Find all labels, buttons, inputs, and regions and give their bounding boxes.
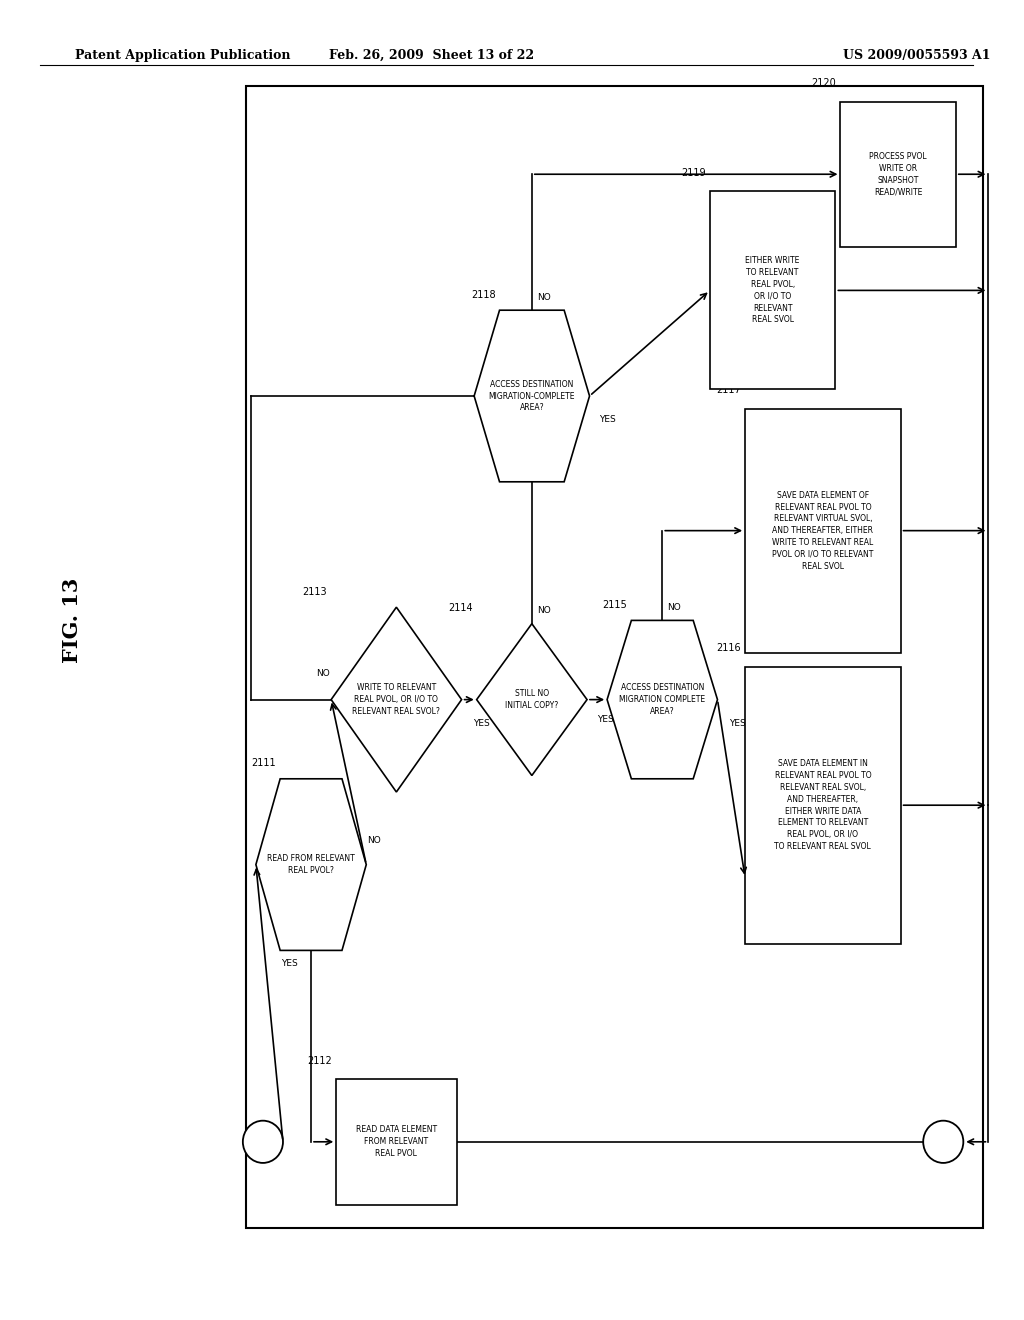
Text: 2118: 2118 [471, 289, 496, 300]
Text: 2119: 2119 [681, 168, 706, 178]
Text: NO: NO [537, 606, 551, 615]
Ellipse shape [243, 1121, 283, 1163]
Text: WRITE TO RELEVANT
REAL PVOL, OR I/O TO
RELEVANT REAL SVOL?: WRITE TO RELEVANT REAL PVOL, OR I/O TO R… [352, 684, 440, 715]
Text: YES: YES [473, 719, 490, 727]
Text: READ FROM RELEVANT
REAL PVOL?: READ FROM RELEVANT REAL PVOL? [267, 854, 355, 875]
Text: 2114: 2114 [449, 603, 473, 612]
Text: 2115: 2115 [602, 599, 628, 610]
Text: US 2009/0055593 A1: US 2009/0055593 A1 [843, 49, 990, 62]
Text: NO: NO [668, 603, 681, 611]
Text: READ DATA ELEMENT
FROM RELEVANT
REAL PVOL: READ DATA ELEMENT FROM RELEVANT REAL PVO… [355, 1126, 437, 1158]
Text: SAVE DATA ELEMENT OF
RELEVANT REAL PVOL TO
RELEVANT VIRTUAL SVOL,
AND THEREAFTER: SAVE DATA ELEMENT OF RELEVANT REAL PVOL … [772, 491, 873, 570]
Text: 2117: 2117 [717, 385, 741, 396]
FancyBboxPatch shape [745, 667, 901, 944]
Polygon shape [474, 310, 590, 482]
FancyBboxPatch shape [745, 409, 901, 653]
Text: NO: NO [316, 669, 330, 677]
Text: Feb. 26, 2009  Sheet 13 of 22: Feb. 26, 2009 Sheet 13 of 22 [329, 49, 535, 62]
Text: YES: YES [597, 715, 613, 723]
Text: FIG. 13: FIG. 13 [62, 578, 82, 663]
Text: STILL NO
INITIAL COPY?: STILL NO INITIAL COPY? [505, 689, 558, 710]
FancyBboxPatch shape [336, 1080, 457, 1204]
FancyBboxPatch shape [246, 86, 983, 1228]
FancyBboxPatch shape [710, 191, 836, 389]
Text: 2116: 2116 [717, 643, 741, 653]
FancyBboxPatch shape [841, 102, 955, 247]
Text: 2111: 2111 [252, 758, 276, 768]
Polygon shape [476, 624, 587, 776]
Text: YES: YES [729, 719, 745, 727]
Polygon shape [256, 779, 367, 950]
Text: EITHER WRITE
TO RELEVANT
REAL PVOL,
OR I/O TO
RELEVANT
REAL SVOL: EITHER WRITE TO RELEVANT REAL PVOL, OR I… [745, 256, 800, 325]
Polygon shape [331, 607, 462, 792]
Ellipse shape [924, 1121, 964, 1163]
Text: YES: YES [599, 416, 616, 424]
Text: ACCESS DESTINATION
MIGRATION-COMPLETE
AREA?: ACCESS DESTINATION MIGRATION-COMPLETE AR… [488, 380, 575, 412]
Text: PROCESS PVOL
WRITE OR
SNAPSHOT
READ/WRITE: PROCESS PVOL WRITE OR SNAPSHOT READ/WRIT… [869, 152, 927, 197]
Polygon shape [607, 620, 718, 779]
Text: NO: NO [368, 837, 381, 845]
Text: NO: NO [537, 293, 551, 301]
Text: ACCESS DESTINATION
MIGRATION COMPLETE
AREA?: ACCESS DESTINATION MIGRATION COMPLETE AR… [620, 684, 706, 715]
Text: 2112: 2112 [307, 1056, 332, 1067]
Text: YES: YES [281, 960, 297, 968]
Text: 2113: 2113 [302, 586, 327, 597]
Text: Patent Application Publication: Patent Application Publication [75, 49, 291, 62]
Text: SAVE DATA ELEMENT IN
RELEVANT REAL PVOL TO
RELEVANT REAL SVOL,
AND THEREAFTER,
E: SAVE DATA ELEMENT IN RELEVANT REAL PVOL … [774, 759, 871, 851]
Text: 2120: 2120 [812, 78, 837, 88]
